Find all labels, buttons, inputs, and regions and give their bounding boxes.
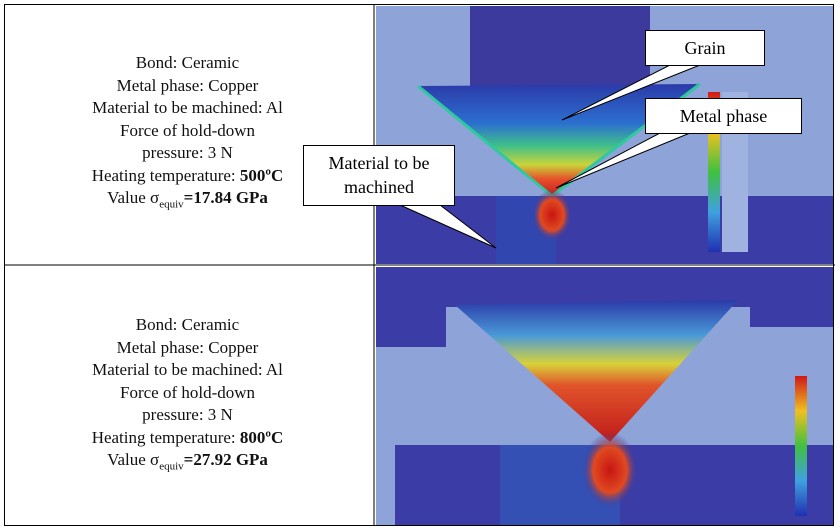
value-result: =17.84 GPa [184,188,268,207]
value-result: =27.92 GPa [184,450,268,469]
parameter-line: pressure: 3 N [5,404,370,427]
heating-value: 800ºC [240,428,283,447]
parameter-line: Metal phase: Copper [5,75,370,98]
callout-metal-phase: Metal phase [645,98,802,134]
page: Bond: CeramicMetal phase: CopperMaterial… [0,0,840,530]
heating-value: 500ºC [240,166,283,185]
callout-grain: Grain [645,30,765,66]
value-subscript: equiv [159,460,183,472]
callout-material: Material to be machined [303,145,455,206]
heating-label: Heating temperature: [92,428,240,447]
parameter-line: Bond: Ceramic [5,52,370,75]
heating-label: Heating temperature: [92,166,240,185]
value-subscript: equiv [159,198,183,210]
parameter-line: Force of hold-down [5,382,370,405]
parameter-line: Material to be machined: Al [5,359,370,382]
value-label: Value σ [107,450,159,469]
parameter-line: Material to be machined: Al [5,97,370,120]
parameter-line: Bond: Ceramic [5,314,370,337]
value-label: Value σ [107,188,159,207]
parameter-line: Metal phase: Copper [5,337,370,360]
parameter-line: Force of hold-down [5,120,370,143]
heating-line: Heating temperature: 800ºC [5,427,370,450]
value-line: Value σequiv=27.92 GPa [5,449,370,478]
